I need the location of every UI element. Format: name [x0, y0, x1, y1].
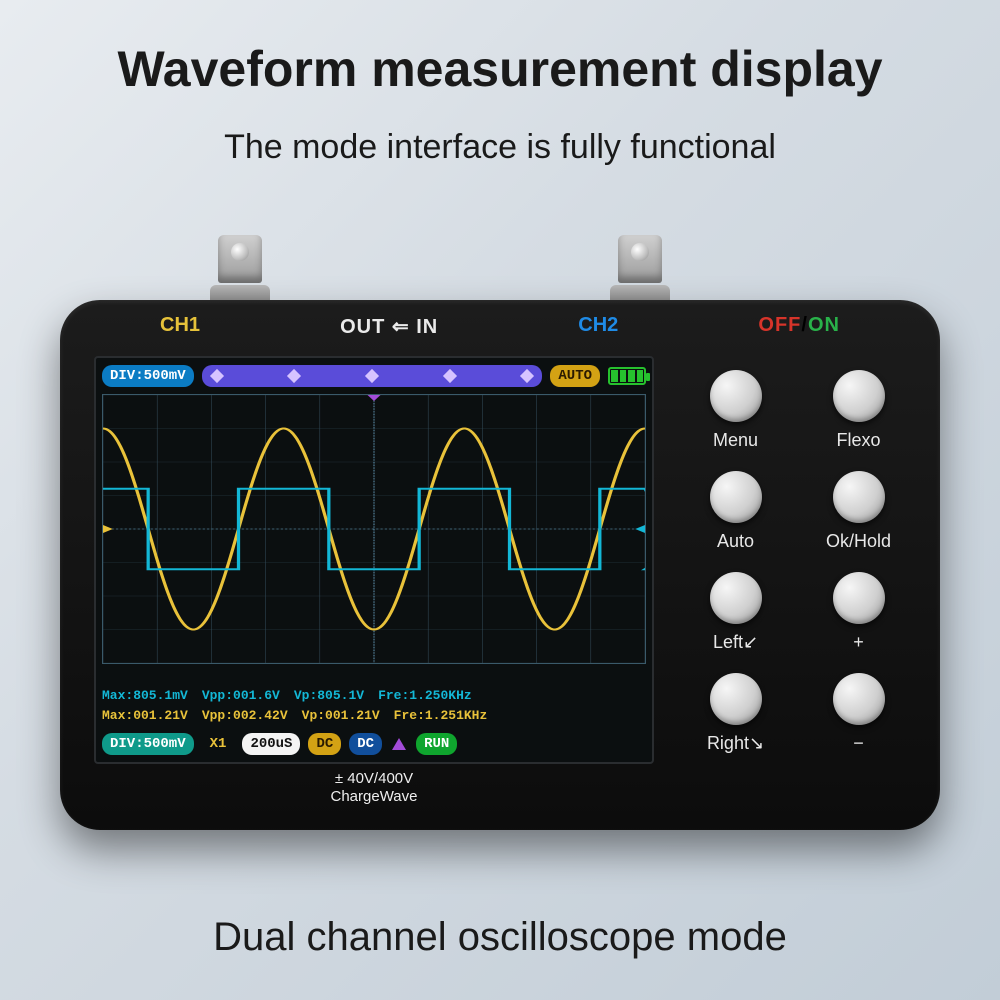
phys-button-left-[interactable]: Left↙ — [692, 572, 779, 653]
brand-label: ChargeWave — [94, 788, 654, 806]
measurement-rows: Max:805.1mVVpp:001.6VVp:805.1VFre:1.250K… — [102, 686, 646, 726]
phys-button--[interactable]: + — [815, 572, 902, 653]
measurement-row-ch1: Max:001.21VVpp:002.42VVp:001.21VFre:1.25… — [102, 706, 646, 726]
label-ch1: CH1 — [160, 314, 200, 339]
voltage-brand: ± 40V/400V ChargeWave — [94, 770, 654, 806]
voltage-label: ± 40V/400V — [94, 770, 654, 788]
oscilloscope-screen: DIV:500mV AUTO Max:805.1mVVpp:001.6VVp:8… — [94, 356, 654, 764]
pill-timebase: 200uS — [242, 733, 300, 755]
bnc-connector-ch1 — [210, 235, 270, 305]
phys-button-ok-hold[interactable]: Ok/Hold — [815, 471, 902, 552]
label-ch2: CH2 — [578, 314, 618, 339]
waveform-plot — [102, 394, 646, 664]
button-grid: Menu Flexo Auto Ok/Hold Left↙ + Right↘− — [692, 370, 902, 754]
pill-dc1: DC — [308, 733, 341, 755]
phys-button-menu[interactable]: Menu — [692, 370, 779, 451]
phys-button--[interactable]: − — [815, 673, 902, 754]
label-off-on: OFF/ON — [758, 314, 840, 339]
pill-div-bot: DIV:500mV — [102, 733, 194, 755]
subheadline: The mode interface is fully functional — [0, 128, 1000, 167]
phys-button-right-[interactable]: Right↘ — [692, 673, 779, 754]
headline: Waveform measurement display — [0, 0, 1000, 98]
bnc-connector-ch2 — [610, 235, 670, 305]
label-out-in: OUT ⇐ IN — [340, 314, 438, 339]
phys-button-auto[interactable]: Auto — [692, 471, 779, 552]
measurement-row-ch2: Max:805.1mVVpp:001.6VVp:805.1VFre:1.250K… — [102, 686, 646, 706]
phys-button-flexo[interactable]: Flexo — [815, 370, 902, 451]
device-top-labels: CH1 OUT ⇐ IN CH2 OFF/ON — [60, 314, 940, 339]
screen-bottom-strip: DIV:500mV X1 200uS DC DC RUN — [96, 730, 652, 758]
pill-probe: X1 — [202, 733, 235, 755]
screen-top-strip: DIV:500mV AUTO — [96, 362, 652, 390]
pill-auto: AUTO — [550, 365, 600, 387]
battery-icon — [608, 367, 646, 385]
oscilloscope-device: CH1 OUT ⇐ IN CH2 OFF/ON Menu Flexo Auto Ok/… — [60, 300, 940, 830]
trigger-icon — [392, 738, 406, 750]
pill-scroll — [202, 365, 543, 387]
pill-run: RUN — [416, 733, 457, 755]
pill-dc2: DC — [349, 733, 382, 755]
pill-div-top: DIV:500mV — [102, 365, 194, 387]
footline: Dual channel oscilloscope mode — [0, 915, 1000, 960]
